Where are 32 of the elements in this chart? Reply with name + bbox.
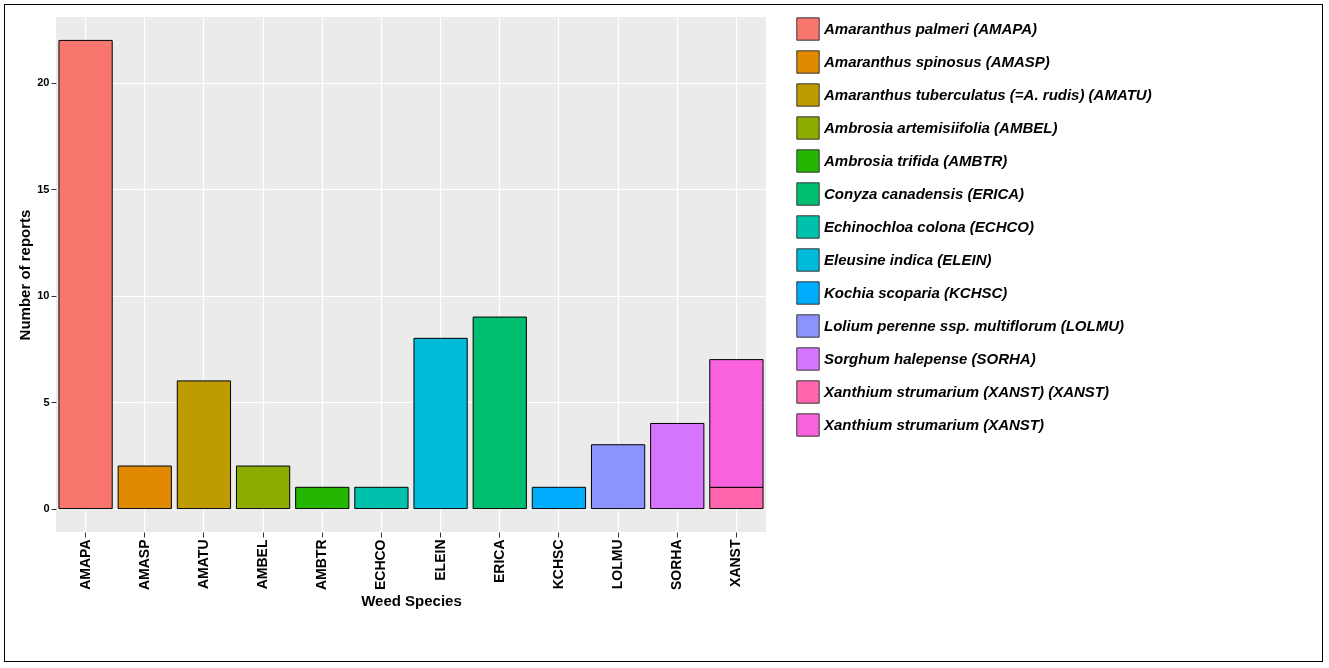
legend-label: Sorghum halepense (SORHA) (824, 350, 1036, 367)
legend-label: Echinochloa colona (ECHCO) (824, 218, 1035, 235)
x-tick-label: XANST (727, 539, 744, 587)
x-tick-label: AMAPA (76, 539, 93, 590)
legend-label: Lolium perenne ssp. multiflorum (LOLMU) (824, 317, 1124, 334)
x-tick-label: KCHSC (549, 539, 566, 590)
x-tick-label: AMATU (194, 539, 211, 590)
x-tick-label: ELEIN (431, 539, 448, 581)
legend-label: Kochia scoparia (KCHSC) (824, 284, 1008, 301)
y-tick-label: 20 (37, 76, 50, 89)
legend-label: Amaranthus tuberculatus (=A. rudis) (AMATU) (823, 86, 1152, 103)
y-tick-label: 15 (37, 182, 50, 195)
y-tick-label: 0 (43, 502, 50, 515)
legend-label: Ambrosia trifida (AMBTR) (823, 152, 1008, 169)
x-axis-title: Weed Species (361, 592, 462, 610)
legend-label: Amaranthus palmeri (AMAPA) (823, 20, 1038, 37)
x-tick-label: ECHCO (372, 539, 389, 591)
y-tick-label: 5 (43, 395, 50, 408)
legend-label: Xanthium strumarium (XANST) (823, 416, 1045, 433)
x-tick-label: ERICA (490, 539, 507, 584)
x-tick-label: LOLMU (609, 539, 626, 590)
legend-label: Amaranthus spinosus (AMASP) (823, 53, 1050, 70)
y-tick-label: 10 (37, 289, 50, 302)
x-tick-label: SORHA (668, 539, 685, 591)
x-tick-label: AMASP (135, 539, 152, 591)
y-axis-title: Number of reports (16, 209, 34, 341)
x-tick-label: AMBTR (313, 539, 330, 591)
legend-label: Eleusine indica (ELEIN) (824, 251, 992, 268)
legend-label: Conyza canadensis (ERICA) (824, 185, 1025, 202)
x-tick-label: AMBEL (254, 539, 271, 590)
legend-label: Ambrosia artemisiifolia (AMBEL) (823, 119, 1058, 136)
legend-label: Xanthium strumarium (XANST) (XANST) (823, 383, 1110, 400)
